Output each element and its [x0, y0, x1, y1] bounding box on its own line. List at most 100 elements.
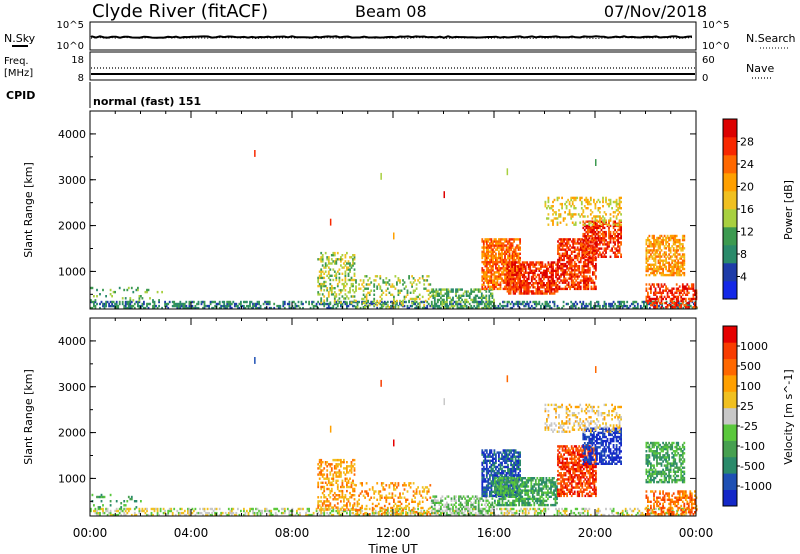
heatmap-cell: [415, 306, 418, 310]
heatmap-cell: [495, 240, 497, 243]
heatmap-cell: [349, 270, 351, 273]
heatmap-cell: [344, 254, 347, 257]
heatmap-cell: [330, 287, 333, 290]
heatmap-cell: [477, 290, 480, 293]
heatmap-cell: [617, 213, 619, 216]
heatmap-cell: [662, 297, 664, 301]
heatmap-cell: [317, 506, 320, 509]
heatmap-cell: [656, 283, 658, 286]
heatmap-cell: [338, 289, 341, 292]
heatmap-cell: [517, 277, 519, 281]
heatmap-cell: [473, 298, 476, 302]
heatmap-cell: [570, 250, 573, 253]
heatmap-cell: [321, 511, 324, 515]
heatmap-cell: [482, 254, 485, 258]
heatmap-cell: [588, 228, 591, 232]
heatmap-cell: [427, 289, 430, 292]
heatmap-cell: [496, 271, 499, 274]
heatmap-cell: [581, 246, 584, 249]
heatmap-cell: [408, 299, 410, 303]
heatmap-cell: [584, 283, 587, 286]
heatmap-cell: [580, 302, 583, 306]
heatmap-cell: [515, 275, 518, 279]
heatmap-cell: [179, 511, 182, 515]
heatmap-cell: [653, 283, 655, 286]
heatmap-cell: [493, 254, 496, 258]
heatmap-cell: [694, 304, 696, 307]
heatmap-cell: [109, 504, 112, 507]
heatmap-cell: [620, 207, 622, 210]
heatmap-cell: [487, 281, 490, 284]
heatmap-cell: [552, 279, 554, 283]
heatmap-cell: [509, 306, 512, 310]
heatmap-cell: [668, 304, 670, 307]
heatmap-cell: [373, 289, 376, 292]
heatmap-cell: [579, 215, 582, 218]
heatmap-cell: [544, 271, 547, 274]
heatmap-cell: [455, 300, 457, 304]
heatmap-cell: [527, 286, 530, 289]
heatmap-cell: [579, 240, 582, 243]
heatmap-cell: [653, 240, 655, 244]
heatmap-cell: [594, 245, 597, 248]
heatmap-cell: [458, 509, 460, 513]
heatmap-cell: [96, 295, 98, 298]
heatmap-cell: [511, 273, 513, 277]
heatmap-cell: [324, 280, 327, 284]
heatmap-cell: [563, 262, 565, 266]
heatmap-cell: [349, 256, 351, 259]
heatmap-cell: [408, 277, 410, 280]
heatmap-cell: [364, 306, 366, 309]
heatmap-cell: [335, 258, 338, 261]
heatmap-cell: [336, 494, 339, 497]
heatmap-cell: [579, 244, 582, 247]
heatmap-cell: [485, 275, 488, 278]
heatmap-cell: [614, 243, 616, 246]
heatmap-cell: [114, 290, 116, 294]
heatmap-cell: [518, 261, 521, 264]
heatmap-cell: [474, 511, 477, 515]
heatmap-cell: [527, 302, 530, 306]
heatmap-cell: [559, 202, 562, 206]
heatmap-cell: [630, 513, 633, 517]
heatmap-cell: [326, 504, 329, 507]
heatmap-cell: [524, 265, 527, 268]
heatmap-cell: [586, 245, 589, 248]
heatmap-cell: [690, 299, 693, 303]
heatmap-cell: [513, 265, 515, 268]
heatmap-cell: [341, 479, 344, 482]
heatmap-cell: [155, 507, 157, 511]
heatmap-cell: [582, 239, 585, 242]
heatmap-cell: [312, 513, 315, 517]
heatmap-cell: [403, 297, 406, 301]
heatmap-cell: [566, 283, 568, 286]
heatmap-cell: [117, 304, 120, 308]
heatmap-cell: [209, 513, 212, 517]
heatmap-cell: [343, 262, 345, 265]
heatmap-cell: [344, 479, 347, 482]
heatmap-cell: [530, 292, 533, 295]
heatmap-cell: [674, 304, 677, 307]
heatmap-cell: [489, 258, 491, 262]
heatmap-cell: [593, 247, 595, 250]
heatmap-cell: [126, 511, 129, 515]
heatmap-cell: [365, 513, 368, 517]
heatmap-cell: [379, 285, 382, 288]
heatmap-cell: [347, 266, 350, 269]
heatmap-cell: [343, 508, 345, 511]
heatmap-cell: [544, 265, 547, 268]
heatmap-cell: [397, 507, 400, 511]
heatmap-cell: [612, 215, 615, 218]
heatmap-cell: [402, 279, 404, 282]
heatmap-cell: [165, 513, 168, 517]
heatmap-cell: [350, 467, 353, 470]
heatmap-cell: [611, 302, 613, 306]
heatmap-cell: [179, 300, 182, 304]
heatmap-cell: [494, 306, 497, 310]
heatmap-cell: [532, 284, 535, 287]
heatmap-cell: [681, 299, 684, 303]
heatmap-cell: [361, 297, 363, 301]
heatmap-cell: [90, 507, 92, 511]
heatmap-cell: [505, 287, 508, 291]
heatmap-cell: [572, 238, 575, 241]
